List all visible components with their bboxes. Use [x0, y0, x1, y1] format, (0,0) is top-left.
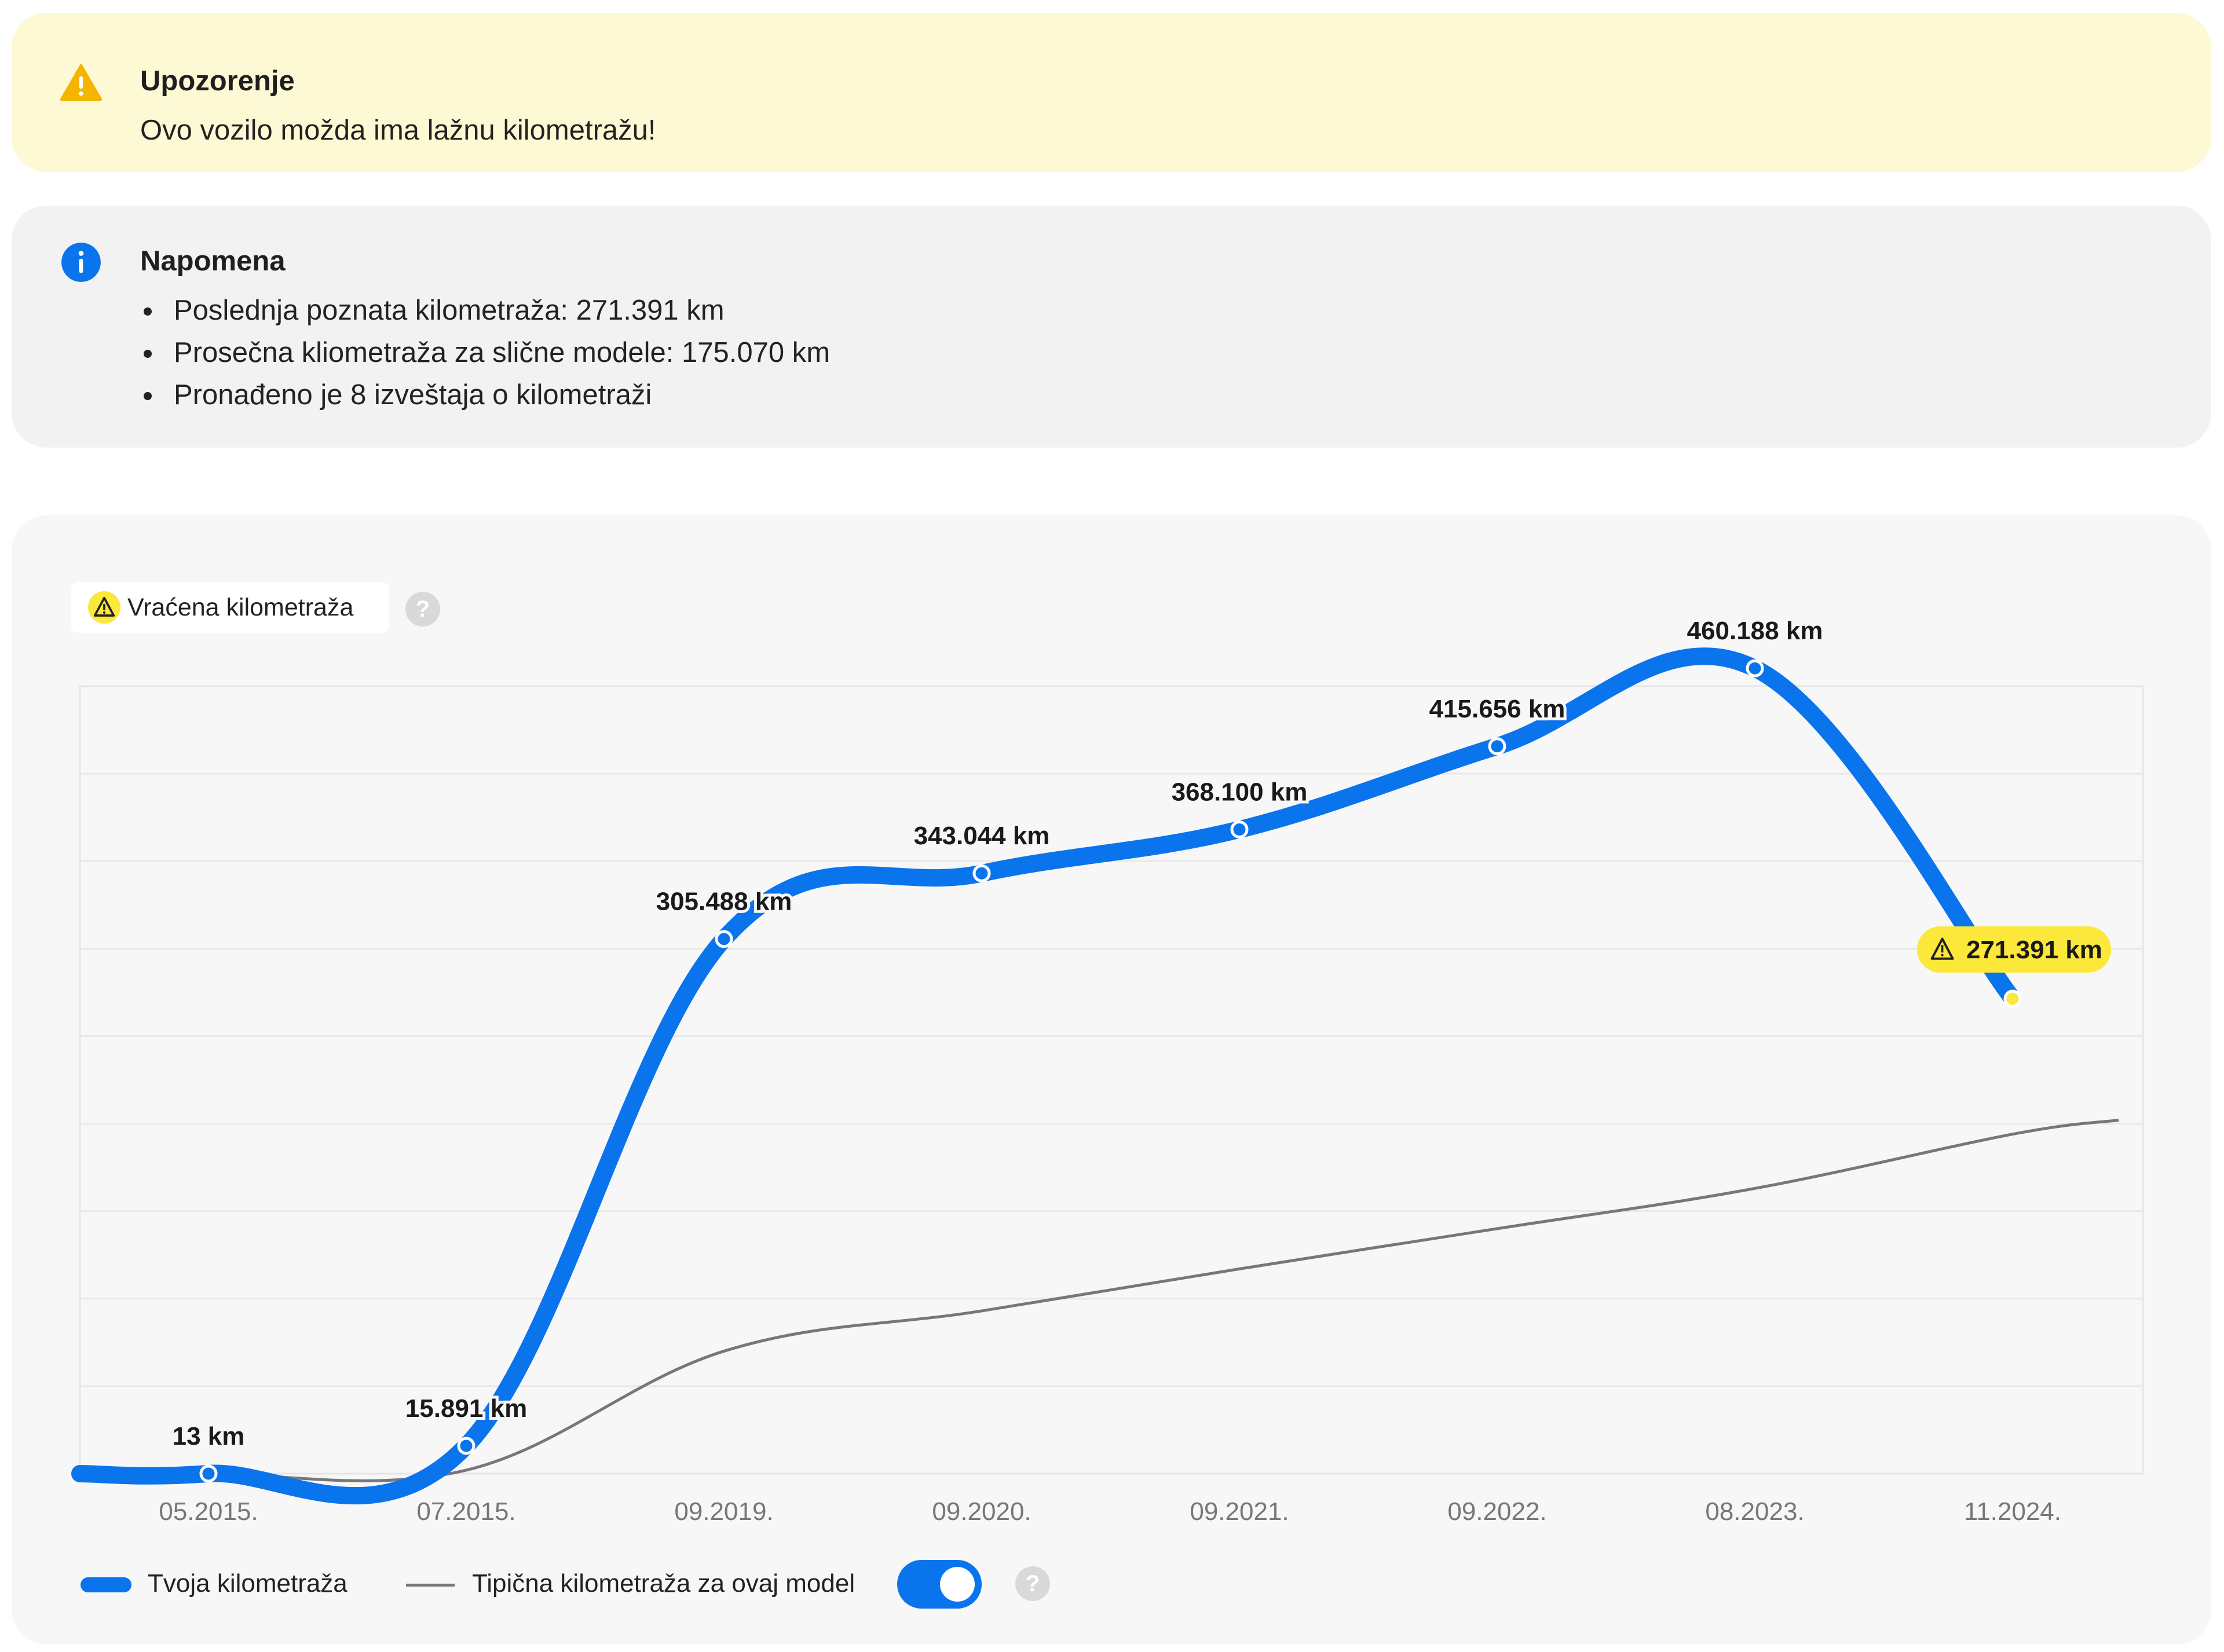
note-item: Prosečna kliometraža za slične modele: 1…	[140, 332, 830, 374]
data-point	[457, 1437, 475, 1455]
data-point	[1488, 737, 1506, 756]
warning-icon	[1930, 937, 1954, 960]
help-icon[interactable]: ?	[405, 592, 440, 627]
x-axis-ticks: 05.2015. 07.2015. 09.2019. 09.2020. 09.2021.…	[159, 1497, 2061, 1526]
x-tick-label: 09.2022.	[1447, 1497, 1546, 1526]
typical-mileage-line	[79, 1119, 2119, 1482]
legend-label-user: Tvoja kilometraža	[148, 1569, 348, 1598]
plot-area	[79, 685, 2144, 1475]
x-tick-label: 11.2024.	[1964, 1497, 2061, 1526]
rollback-badge-label: Vraćena kilometraža	[127, 593, 354, 621]
note-list: Poslednja poznata kilometraža: 271.391 k…	[140, 290, 830, 416]
data-point	[1746, 659, 1764, 677]
data-label: 13 km	[173, 1422, 245, 1450]
data-label: 15.891 km	[405, 1394, 527, 1423]
data-label: 460.188 km	[1687, 617, 1823, 645]
note-card: Napomena Poslednja poznata kilometraža: …	[12, 206, 2211, 448]
info-icon	[61, 243, 101, 282]
data-points	[199, 659, 2022, 1483]
chart-grid	[79, 685, 2144, 1475]
data-labels: 13 km 15.891 km 305.488 km 343.044 km 368.10…	[170, 614, 2111, 1453]
data-label: 343.044 km	[914, 822, 1050, 850]
help-icon[interactable]: ?	[1015, 1566, 1050, 1601]
data-point	[199, 1464, 218, 1483]
data-point	[2003, 990, 2022, 1008]
user-mileage-line	[71, 647, 2021, 1505]
note-item: Pronađeno je 8 izveštaja o kilometraži	[140, 374, 830, 416]
legend-swatch-user	[81, 1577, 131, 1592]
note-title: Napomena	[140, 246, 286, 277]
x-tick-label: 09.2019.	[674, 1497, 773, 1526]
x-tick-label: 09.2020.	[932, 1497, 1031, 1526]
data-point	[1230, 820, 1249, 839]
chart-card	[12, 515, 2211, 1644]
x-tick-label: 05.2015.	[159, 1497, 258, 1526]
warning-text: Ovo vozilo možda ima lažnu kilometražu!	[140, 115, 656, 146]
legend-swatch-typical	[406, 1584, 455, 1587]
note-item: Poslednja poznata kilometraža: 271.391 k…	[140, 290, 830, 332]
data-label: 271.391 km	[1966, 936, 2102, 964]
data-point	[972, 864, 991, 882]
data-label: 415.656 km	[1429, 695, 1565, 723]
warning-icon	[88, 591, 120, 624]
data-label: 368.100 km	[1172, 778, 1308, 807]
flagged-data-label: 271.391 km	[1917, 926, 2111, 973]
x-tick-label: 08.2023.	[1705, 1497, 1804, 1526]
warning-icon	[60, 64, 103, 101]
x-tick-label: 09.2021.	[1190, 1497, 1289, 1526]
warning-title: Upozorenje	[140, 65, 295, 97]
typical-mileage-toggle[interactable]	[897, 1560, 982, 1609]
rollback-badge: Vraćena kilometraža	[71, 582, 389, 633]
toggle-knob	[940, 1567, 975, 1602]
data-point	[715, 930, 733, 948]
data-label: 305.488 km	[656, 888, 792, 916]
x-tick-label: 07.2015.	[416, 1497, 515, 1526]
legend-label-typical: Tipična kilometraža za ovaj model	[472, 1569, 855, 1598]
warning-card: Upozorenje Ovo vozilo možda ima lažnu ki…	[12, 13, 2211, 172]
